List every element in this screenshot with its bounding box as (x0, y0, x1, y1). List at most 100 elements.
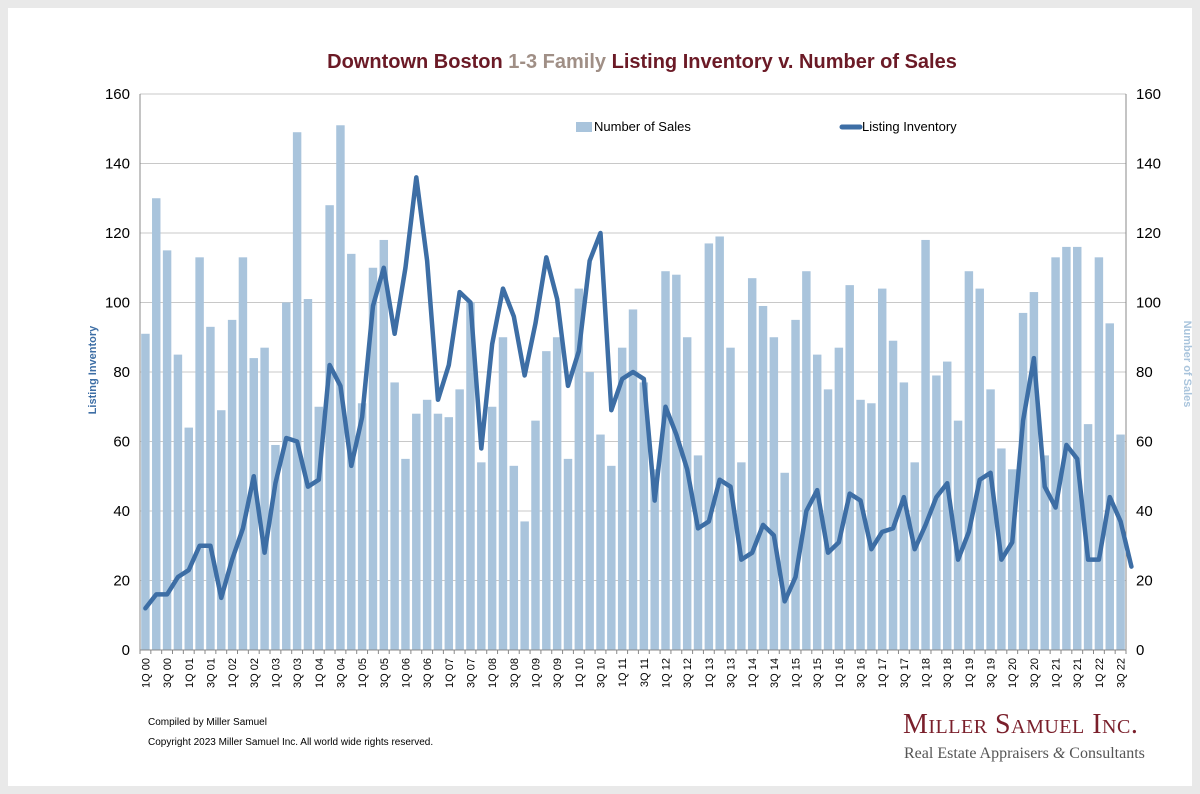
inventory-line (143, 175, 1134, 611)
x-tick-label: 3Q 19 (986, 658, 998, 688)
x-tick-label: 1Q 14 (747, 658, 759, 688)
compiled-note: Compiled by Miller Samuel (148, 717, 267, 728)
left-tick-label: 140 (105, 156, 130, 173)
right-axis-ticks: 0 20 40 60 80 100 120 140 160 (1136, 86, 1161, 659)
x-tick-label: 1Q 05 (357, 658, 369, 688)
sales-bar (282, 302, 291, 650)
sales-bar (520, 521, 529, 650)
x-axis-ticks: 1Q 00 3Q 00 1Q 01 3Q 01 1Q 02 3Q 02 1Q 03 3Q 03… (140, 658, 1127, 688)
sales-bar (422, 399, 432, 650)
sales-bar (357, 403, 367, 650)
sales-bar (791, 319, 800, 650)
x-tick-label: 3Q 20 (1029, 658, 1041, 688)
sales-bar (715, 236, 724, 650)
sales-bar (964, 271, 974, 650)
sales-bar (1040, 455, 1049, 650)
left-tick-label: 60 (113, 434, 130, 451)
x-tick-label: 3Q 02 (249, 658, 261, 688)
sales-bar (975, 288, 984, 650)
sales-bar (769, 337, 779, 650)
sales-bar (292, 132, 302, 651)
sales-bar (325, 205, 334, 650)
sales-bar (888, 340, 898, 650)
sales-bar (1018, 312, 1028, 650)
sales-bar (834, 347, 844, 650)
sales-bar (217, 410, 226, 650)
x-tick-label: 1Q 08 (487, 658, 499, 688)
sales-bar (877, 288, 887, 650)
x-tick-label: 1Q 07 (444, 658, 456, 688)
x-tick-label: 1Q 18 (921, 658, 933, 688)
sales-bar (195, 257, 204, 650)
x-tick-label: 1Q 00 (140, 658, 152, 688)
sales-bar (433, 413, 443, 650)
left-tick-label: 120 (105, 225, 130, 242)
sales-bar (1051, 257, 1060, 650)
sales-bar (314, 406, 324, 650)
sales-bar (672, 274, 681, 650)
sales-bar (758, 305, 768, 650)
x-tick-label: 3Q 01 (205, 658, 217, 688)
sales-bar (823, 389, 833, 650)
sales-bar (477, 462, 486, 650)
chart-title-part3: Listing Inventory v. Number of Sales (606, 51, 957, 73)
axes (139, 94, 1127, 654)
sales-bar (249, 358, 258, 650)
right-tick-label: 160 (1136, 86, 1161, 103)
sales-bar (639, 382, 649, 650)
x-tick-label: 3Q 13 (726, 658, 738, 688)
sales-bar (747, 278, 757, 650)
sales-bar (1105, 323, 1114, 650)
chart-svg: Downtown Boston 1-3 Family Listing Inven… (87, 51, 1192, 688)
x-tick-label: 3Q 21 (1072, 658, 1084, 688)
right-tick-label: 60 (1136, 434, 1153, 451)
sales-bar (780, 472, 789, 650)
sales-bar (932, 375, 941, 650)
x-tick-label: 1Q 10 (574, 658, 586, 688)
sales-bar (444, 417, 454, 650)
x-tick-label: 1Q 20 (1007, 658, 1019, 688)
sales-bar (184, 427, 193, 650)
left-axis-label: Listing Inventory (87, 325, 99, 415)
sales-bar (487, 406, 497, 650)
x-tick-label: 1Q 03 (270, 658, 282, 688)
brand-tagline-amp: & (1052, 745, 1066, 762)
x-tick-label: 1Q 16 (834, 658, 846, 688)
x-tick-label: 3Q 05 (379, 658, 391, 688)
legend: Number of Sales Listing Inventory (576, 119, 957, 134)
x-tick-label: 1Q 21 (1051, 658, 1063, 688)
sales-bar (1073, 246, 1082, 650)
left-axis-ticks: 0 20 40 60 80 100 120 140 160 (105, 86, 130, 659)
sales-bar (1083, 424, 1093, 650)
sales-bar (1029, 292, 1039, 650)
sales-bar (617, 347, 627, 650)
right-axis-label: Number of Sales (1181, 321, 1192, 408)
left-tick-label: 20 (113, 573, 130, 590)
right-tick-label: 0 (1136, 642, 1144, 659)
left-tick-label: 0 (122, 642, 130, 659)
sales-bar (412, 413, 421, 650)
x-tick-label: 3Q 15 (812, 658, 824, 688)
sales-bar (206, 326, 215, 650)
sales-bar (607, 465, 616, 650)
sales-bar (867, 403, 876, 650)
x-tick-label: 1Q 04 (314, 658, 326, 688)
x-tick-label: 3Q 09 (552, 658, 564, 688)
chart-frame: Downtown Boston 1-3 Family Listing Inven… (8, 8, 1192, 786)
sales-bar (650, 469, 659, 650)
x-tick-label: 1Q 01 (184, 658, 196, 688)
sales-bar (704, 243, 714, 651)
sales-bar (693, 455, 703, 650)
sales-bar (227, 319, 237, 650)
sales-bar (802, 271, 811, 650)
sales-bar (563, 458, 573, 650)
brand-tagline: Real Estate Appraisers & Consultants (904, 745, 1145, 763)
x-tick-label: 1Q 02 (227, 658, 239, 688)
right-tick-label: 120 (1136, 225, 1161, 242)
sales-bars (141, 125, 1125, 651)
brand-logo-name: Miller Samuel Inc. (903, 709, 1139, 740)
x-tick-label: 3Q 14 (769, 658, 781, 688)
inventory-line-group (143, 175, 1134, 611)
x-tick-label: 3Q 04 (335, 658, 347, 688)
sales-bar (574, 288, 584, 650)
